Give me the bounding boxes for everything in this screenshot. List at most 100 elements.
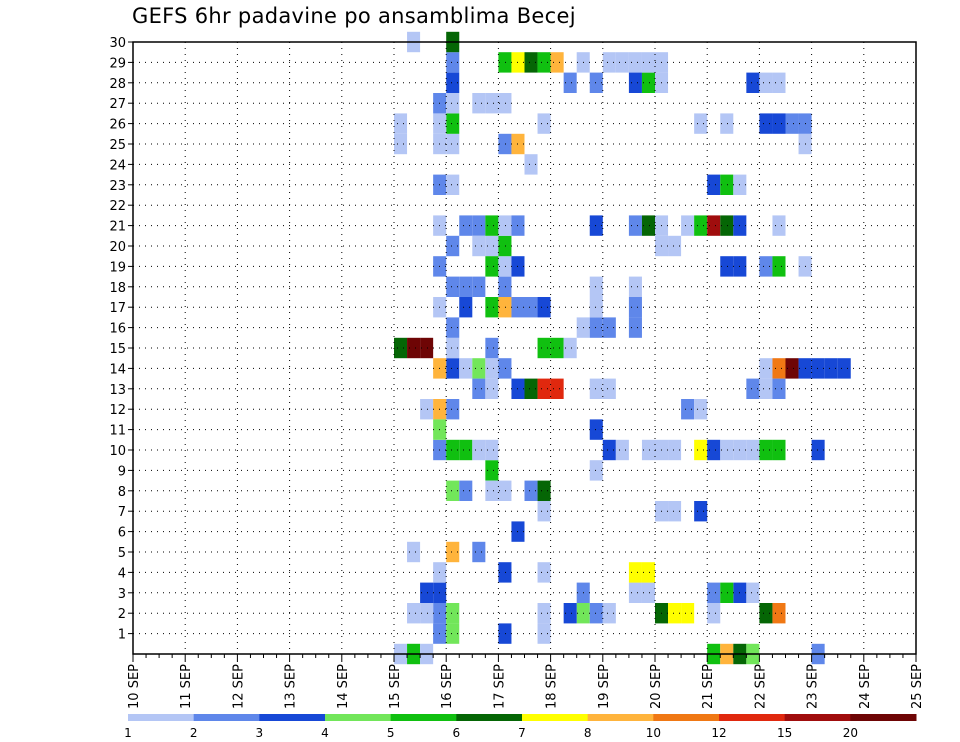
heatmap-cell [420, 582, 434, 603]
heatmap-cell [746, 378, 760, 399]
heatmap-cell [759, 378, 773, 399]
heatmap-cell [446, 603, 460, 624]
y-tick-label: 22 [109, 199, 126, 214]
colorbar-label: 20 [843, 726, 858, 740]
chart-title: GEFS 6hr padavine po ansamblima Becej [132, 4, 576, 28]
heatmap-cell [472, 541, 486, 563]
heatmap-cell [472, 276, 486, 297]
heatmap-cell [589, 603, 603, 624]
heatmap-cell [707, 174, 721, 195]
heatmap-cell [472, 235, 486, 257]
y-tick-label: 28 [109, 77, 126, 92]
heatmap-cell [446, 623, 460, 644]
heatmap-cell [589, 72, 603, 93]
y-tick-label: 1 [118, 628, 126, 643]
heatmap-cell [446, 235, 460, 257]
heatmap-cell [459, 480, 473, 501]
heatmap-cell [589, 215, 603, 236]
heatmap-cell [485, 256, 499, 277]
heatmap-cell [694, 439, 708, 461]
heatmap-cell [824, 358, 838, 379]
heatmap-cell [720, 215, 734, 236]
heatmap-cell [524, 297, 538, 318]
heatmap-cell [537, 337, 551, 359]
colorbar-swatch [719, 714, 786, 721]
colorbar-label: 15 [777, 726, 792, 740]
heatmap-cell [537, 562, 551, 583]
heatmap-cell [485, 235, 499, 257]
y-tick-label: 27 [109, 97, 126, 112]
heatmap-cell [628, 582, 642, 603]
heatmap-cell [537, 378, 551, 399]
y-tick-label: 29 [109, 56, 126, 71]
heatmap-cell [446, 541, 460, 563]
heatmap-cell [641, 562, 655, 583]
heatmap-cell [720, 439, 734, 461]
heatmap-cell [589, 419, 603, 440]
heatmap-cell [498, 93, 512, 114]
x-tick-label: 20 SEP [649, 664, 664, 709]
heatmap-cell [628, 72, 642, 93]
heatmap-cell [407, 541, 421, 563]
heatmap-cell [498, 480, 512, 501]
y-tick-label: 13 [109, 383, 126, 398]
heatmap-cell [537, 52, 551, 73]
heatmap-cell [615, 439, 629, 461]
heatmap-cell [498, 52, 512, 73]
colorbar-label: 4 [321, 726, 329, 740]
heatmap-cell [446, 113, 460, 134]
heatmap-cell [563, 603, 577, 624]
colorbar-swatch [259, 714, 326, 721]
y-tick-label: 14 [109, 362, 126, 377]
heatmap-cell [407, 603, 421, 624]
colorbar-label: 3 [256, 726, 264, 740]
heatmap-cell [537, 480, 551, 501]
grid-lines [133, 41, 916, 654]
heatmap-cell [707, 582, 721, 603]
heatmap-cell [681, 603, 695, 624]
y-tick-label: 8 [118, 485, 126, 500]
heatmap-cell [694, 501, 708, 522]
heatmap-cell [394, 133, 408, 155]
x-tick-label: 12 SEP [231, 664, 246, 709]
heatmap-cell [628, 52, 642, 73]
heatmap-cell [694, 399, 708, 420]
heatmap-cell [498, 358, 512, 379]
heatmap-cell [485, 297, 499, 318]
heatmap-cell [446, 317, 460, 338]
heatmap-cell [550, 337, 564, 359]
x-tick-label: 23 SEP [806, 664, 821, 709]
heatmap-cell [602, 378, 616, 399]
heatmap-cell [485, 93, 499, 114]
y-tick-label: 5 [118, 546, 126, 561]
heatmap-cell [589, 297, 603, 318]
heatmap-cell [628, 317, 642, 338]
heatmap-cell [772, 113, 786, 134]
heatmap-cell [446, 480, 460, 501]
x-tick-label: 21 SEP [701, 664, 716, 709]
heatmap-cell [720, 582, 734, 603]
heatmap-cell [472, 93, 486, 114]
heatmap-cell [707, 603, 721, 624]
heatmap-cell [524, 480, 538, 501]
heatmap-cell [785, 113, 799, 134]
heatmap-cell [537, 623, 551, 644]
heatmap-cell [459, 358, 473, 379]
colorbar-label: 7 [518, 726, 526, 740]
y-tick-label: 30 [109, 36, 126, 51]
y-tick-label: 25 [109, 138, 126, 153]
heatmap-cell [720, 174, 734, 195]
heatmap-cell [759, 603, 773, 624]
heatmap-cell [485, 215, 499, 236]
y-tick-label: 19 [109, 260, 126, 275]
heatmap-cell [498, 256, 512, 277]
heatmap-cell [472, 378, 486, 399]
x-tick-label: 22 SEP [753, 664, 768, 709]
colorbar-swatch [390, 714, 457, 721]
x-tick-label: 10 SEP [127, 664, 142, 709]
heatmap-cell [602, 52, 616, 73]
heatmap-cell [772, 603, 786, 624]
y-tick-label: 17 [109, 301, 126, 316]
heatmap-cell [746, 439, 760, 461]
